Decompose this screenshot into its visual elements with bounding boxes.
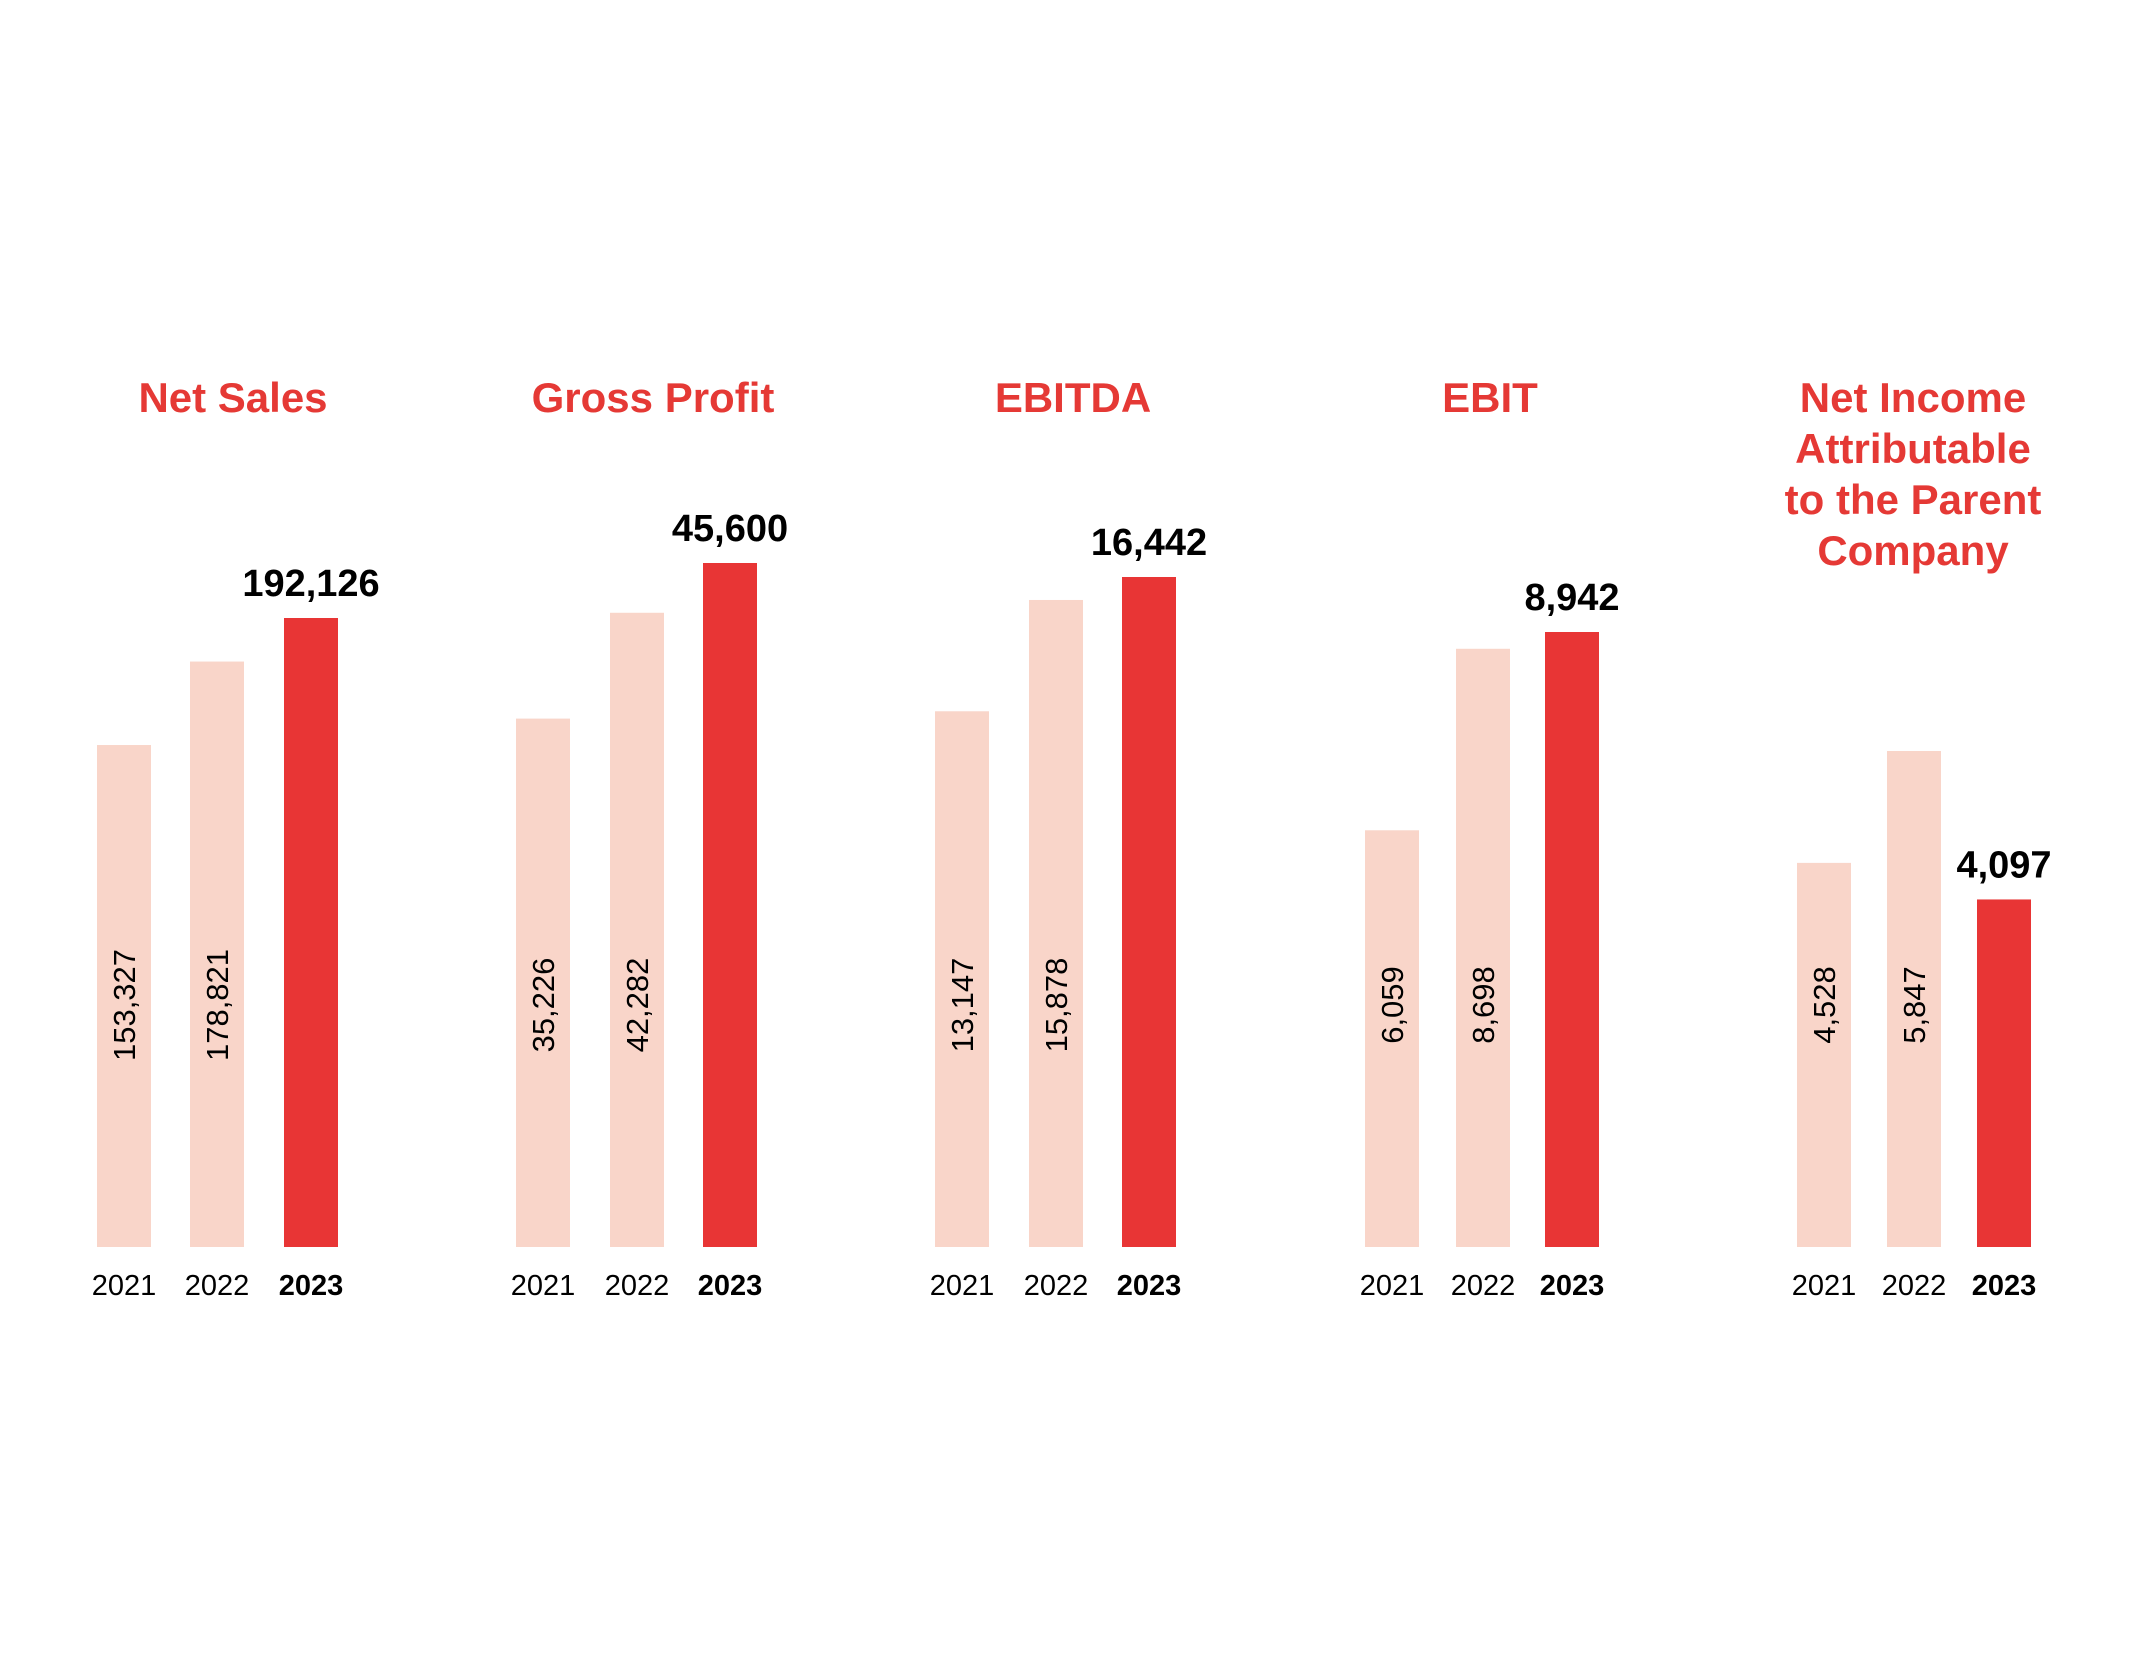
bar-2021 — [1797, 862, 1851, 1247]
x-tick-label-2023: 2023 — [698, 1270, 763, 1302]
value-label-2022: 178,821 — [200, 949, 235, 1061]
chart-title-line: Net Sales — [138, 374, 327, 421]
chart-title-line: EBIT — [1442, 374, 1538, 421]
bar-2021 — [935, 711, 989, 1247]
chart-title-line: to the Parent — [1785, 476, 2042, 523]
chart-title-line: EBITDA — [995, 374, 1151, 421]
bar-2021 — [516, 718, 570, 1247]
chart-panel-1: Net Sales 153,327 2021 178,821 2022 192,126 20… — [92, 374, 380, 1302]
x-tick-label-2022: 2022 — [1882, 1270, 1947, 1302]
chart-panel-2: Gross Profit 35,226 2021 42,282 2022 45,600 20… — [511, 374, 788, 1302]
chart-panel-4: EBIT 6,059 2021 8,698 2022 8,942 2023 — [1360, 374, 1620, 1302]
chart-title: Gross Profit — [532, 374, 775, 421]
bar-2023 — [1122, 577, 1176, 1247]
value-label-2022: 15,878 — [1039, 958, 1074, 1053]
chart-title: EBIT — [1442, 374, 1538, 421]
x-tick-label-2022: 2022 — [185, 1270, 250, 1302]
x-tick-label-2022: 2022 — [1024, 1270, 1089, 1302]
bar-2023 — [1545, 632, 1599, 1247]
x-tick-label-2022: 2022 — [605, 1270, 670, 1302]
value-label-2022: 8,698 — [1466, 966, 1501, 1044]
x-tick-label-2023: 2023 — [1540, 1270, 1605, 1302]
value-label-2023: 16,442 — [1091, 522, 1207, 564]
bar-2021 — [97, 745, 151, 1247]
bar-2023 — [703, 563, 757, 1247]
value-label-2022: 42,282 — [620, 958, 655, 1053]
bar-2022 — [1887, 751, 1941, 1247]
value-label-2021: 4,528 — [1807, 966, 1842, 1044]
x-tick-label-2023: 2023 — [279, 1270, 344, 1302]
x-tick-label-2021: 2021 — [1360, 1270, 1425, 1302]
value-label-2021: 6,059 — [1375, 966, 1410, 1044]
x-tick-label-2023: 2023 — [1972, 1270, 2037, 1302]
chart-panel-5: Net Income Attributable to the Parent Compa… — [1785, 374, 2052, 1302]
bar-2023 — [284, 618, 338, 1247]
x-tick-label-2021: 2021 — [930, 1270, 995, 1302]
value-label-2022: 5,847 — [1897, 966, 1932, 1044]
x-tick-label-2021: 2021 — [1792, 1270, 1857, 1302]
value-label-2023: 8,942 — [1524, 577, 1619, 619]
chart-title: Net Sales — [138, 374, 327, 421]
bar-2023 — [1977, 899, 2031, 1247]
value-label-2021: 153,327 — [107, 949, 142, 1061]
value-label-2023: 45,600 — [672, 508, 788, 550]
bar-2022 — [1029, 599, 1083, 1247]
bar-2022 — [610, 612, 664, 1247]
chart-title: EBITDA — [995, 374, 1151, 421]
x-tick-label-2023: 2023 — [1117, 1270, 1182, 1302]
bar-2022 — [190, 661, 244, 1247]
x-tick-label-2022: 2022 — [1451, 1270, 1516, 1302]
value-label-2021: 13,147 — [945, 958, 980, 1053]
x-tick-label-2021: 2021 — [92, 1270, 157, 1302]
chart-panel-3: EBITDA 13,147 2021 15,878 2022 16,442 2023 — [930, 374, 1207, 1302]
chart-title-line: Net Income — [1800, 374, 2026, 421]
chart-title: Net Income Attributable to the Parent Compa… — [1785, 374, 2042, 574]
x-tick-label-2021: 2021 — [511, 1270, 576, 1302]
bar-2022 — [1456, 648, 1510, 1247]
bar-2021 — [1365, 830, 1419, 1247]
value-label-2023: 4,097 — [1956, 844, 2051, 886]
value-label-2021: 35,226 — [526, 958, 561, 1053]
chart-title-line: Gross Profit — [532, 374, 775, 421]
chart-title-line: Company — [1817, 527, 2009, 574]
chart-title-line: Attributable — [1795, 425, 2031, 472]
value-label-2023: 192,126 — [242, 563, 379, 605]
